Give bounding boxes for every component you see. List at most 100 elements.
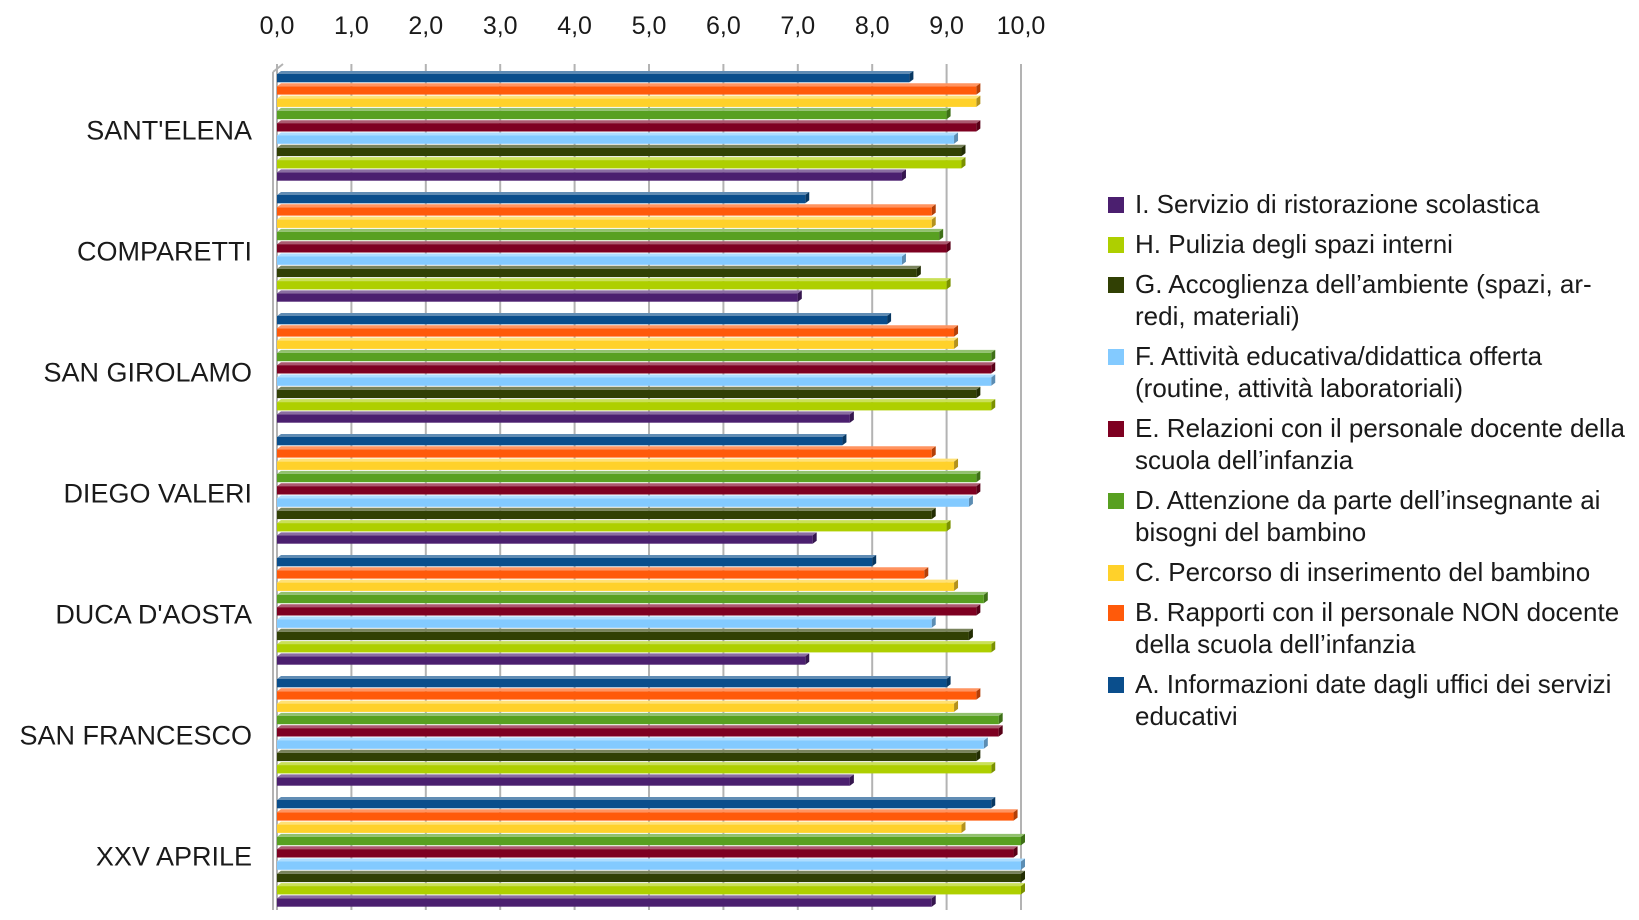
bar xyxy=(277,107,951,120)
legend-swatch xyxy=(1108,349,1124,365)
x-tick-label: 8,0 xyxy=(855,12,890,40)
legend-item: E. Relazioni con il personale docente de… xyxy=(1108,412,1633,476)
legend-item: A. Informazioni date dagli uffici dei se… xyxy=(1108,668,1633,732)
bar xyxy=(277,567,929,579)
x-tick-label: 5,0 xyxy=(632,12,667,40)
bar xyxy=(277,83,981,95)
bar xyxy=(277,809,1018,821)
bar xyxy=(277,434,847,446)
bar xyxy=(277,144,966,157)
bar xyxy=(277,458,959,470)
bar xyxy=(277,700,959,712)
legend-label: B. Rapporti con il personale NON docente… xyxy=(1135,597,1620,659)
bar xyxy=(277,374,996,386)
category-label: SAN FRANCESCO xyxy=(19,721,252,751)
category-label: COMPARETTI xyxy=(77,237,252,267)
legend-item: I. Servizio di ristorazione scolastica xyxy=(1108,188,1633,220)
legend-label: A. Informazioni date dagli uffici dei se… xyxy=(1135,669,1612,731)
bar xyxy=(277,157,966,169)
bar xyxy=(277,495,973,507)
bar xyxy=(277,228,944,241)
bar xyxy=(277,337,959,349)
x-tick-label: 1,0 xyxy=(334,12,369,40)
legend-label: G. Accoglienza dell’ambiente (spazi, ar-… xyxy=(1135,269,1592,331)
legend-label: E. Relazioni con il personale docente de… xyxy=(1135,413,1625,475)
bar xyxy=(277,774,854,786)
x-tick-label: 6,0 xyxy=(706,12,741,40)
legend-swatch xyxy=(1108,197,1124,213)
bar xyxy=(277,737,988,749)
bar xyxy=(277,797,996,809)
legend-swatch xyxy=(1108,605,1124,621)
bar xyxy=(277,653,810,665)
x-tick-label: 9,0 xyxy=(929,12,964,40)
bar xyxy=(277,749,981,762)
bar xyxy=(277,628,973,641)
x-tick-label: 3,0 xyxy=(483,12,518,40)
bar xyxy=(277,520,951,532)
bar xyxy=(277,169,906,181)
bar xyxy=(277,846,1018,858)
legend-label: D. Attenzione da parte dell’insegnante a… xyxy=(1135,485,1601,547)
legend-item: D. Attenzione da parte dell’insegnante a… xyxy=(1108,484,1633,548)
bar xyxy=(277,290,802,302)
bar xyxy=(277,204,936,216)
legend-item: H. Pulizia degli spazi interni xyxy=(1108,228,1633,260)
x-tick-label: 0,0 xyxy=(260,12,295,40)
bar xyxy=(277,532,817,544)
bar xyxy=(277,858,1025,870)
bar xyxy=(277,241,951,253)
bar xyxy=(277,265,921,278)
bar xyxy=(277,555,877,567)
bar xyxy=(277,325,959,337)
bar xyxy=(277,470,981,483)
legend-label: F. Attività educativa/didattica offerta … xyxy=(1135,341,1543,403)
bars xyxy=(277,71,1025,907)
legend-swatch xyxy=(1108,421,1124,437)
bar xyxy=(277,362,996,374)
plot-frame xyxy=(272,63,284,910)
bar xyxy=(277,253,906,265)
bar xyxy=(277,833,1025,846)
bar xyxy=(277,725,1003,737)
category-label: DIEGO VALERI xyxy=(63,479,252,509)
category-label: DUCA D'AOSTA xyxy=(55,600,252,630)
bar xyxy=(277,676,951,688)
legend-item: B. Rapporti con il personale NON docente… xyxy=(1108,596,1633,660)
bar xyxy=(277,688,981,700)
legend-item: F. Attività educativa/didattica offerta … xyxy=(1108,340,1633,404)
legend-label: C. Percorso di inserimento del bambino xyxy=(1135,557,1591,587)
bar xyxy=(277,192,810,204)
category-labels: SANT'ELENA COMPARETTI SAN GIROLAMO DIEGO VA… xyxy=(19,116,252,872)
bar xyxy=(277,313,892,325)
bar xyxy=(277,712,1003,725)
bar xyxy=(277,278,951,290)
legend-label: I. Servizio di ristorazione scolastica xyxy=(1135,189,1540,219)
bar xyxy=(277,411,854,423)
category-label: SAN GIROLAMO xyxy=(43,358,252,388)
legend: I. Servizio di ristorazione scolastica H.… xyxy=(1108,188,1633,740)
bar xyxy=(277,386,981,399)
bar xyxy=(277,507,936,520)
bar xyxy=(277,616,936,628)
bar xyxy=(277,483,981,495)
bar xyxy=(277,216,936,228)
bar xyxy=(277,120,981,132)
bar xyxy=(277,641,996,653)
legend-item: C. Percorso di inserimento del bambino xyxy=(1108,556,1633,588)
bar xyxy=(277,579,959,591)
bar xyxy=(277,870,1025,883)
legend-item: G. Accoglienza dell’ambiente (spazi, ar-… xyxy=(1108,268,1633,332)
legend-swatch xyxy=(1108,237,1124,253)
bar xyxy=(277,591,988,604)
legend-swatch xyxy=(1108,677,1124,693)
category-label: SANT'ELENA xyxy=(86,116,252,146)
bar xyxy=(277,446,936,458)
legend-swatch xyxy=(1108,493,1124,509)
bar xyxy=(277,95,981,107)
bar xyxy=(277,895,936,907)
bar xyxy=(277,132,959,144)
x-tick-label: 7,0 xyxy=(780,12,815,40)
bar xyxy=(277,399,996,411)
